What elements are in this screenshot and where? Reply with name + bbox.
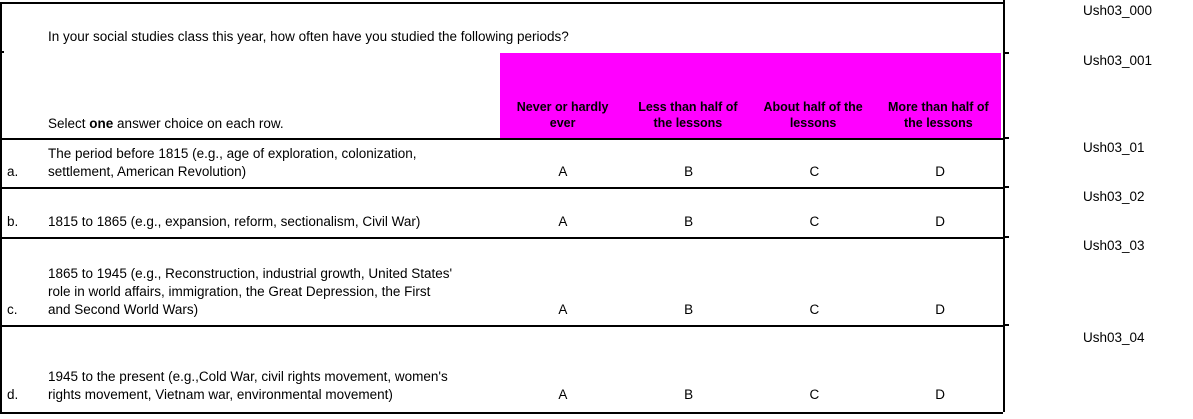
- answer-choice[interactable]: D: [935, 214, 945, 229]
- item-code: Ush03_04: [1083, 330, 1145, 345]
- column-header: Less than half of the lessons: [638, 100, 738, 130]
- answer-choice[interactable]: C: [809, 302, 820, 317]
- row-description: The period before 1815 (e.g., age of exp…: [48, 146, 417, 179]
- table-row: d. 1945 to the present (e.g.,Cold War, c…: [2, 325, 1003, 410]
- item-code: Ush03_02: [1083, 189, 1145, 204]
- row-label: d.: [7, 387, 19, 402]
- answer-choice[interactable]: A: [558, 387, 568, 402]
- row-description: 1865 to 1945 (e.g., Reconstruction, indu…: [48, 266, 453, 317]
- answer-choice[interactable]: D: [935, 164, 945, 179]
- instruction-text: Select one answer choice on each row.: [48, 116, 284, 131]
- row-description: 1815 to 1865 (e.g., expansion, reform, s…: [48, 214, 421, 229]
- column-header: More than half of the lessons: [888, 100, 989, 130]
- row-label: b.: [7, 214, 19, 229]
- row-label: c.: [7, 302, 18, 317]
- instruction-prefix: Select: [48, 116, 90, 131]
- question-prompt: In your social studies class this year, …: [48, 29, 569, 44]
- instruction-bold: one: [89, 116, 114, 131]
- gridline-tick: [1003, 236, 1009, 238]
- answer-choice[interactable]: A: [558, 214, 568, 229]
- panel-divider: [1003, 0, 1005, 412]
- table-row: a. The period before 1815 (e.g., age of …: [2, 138, 1003, 187]
- answer-choice[interactable]: D: [935, 302, 945, 317]
- gridline-tick: [1003, 137, 1009, 139]
- item-code: Ush03_001: [1083, 53, 1153, 68]
- item-code: Ush03_01: [1083, 140, 1145, 155]
- answer-choice[interactable]: D: [935, 387, 945, 402]
- gridline-tick: [1003, 186, 1009, 188]
- answer-choice[interactable]: C: [809, 214, 820, 229]
- row-label: a.: [7, 164, 19, 179]
- gridline-tick: [0, 51, 4, 53]
- answer-choice[interactable]: B: [684, 302, 694, 317]
- answer-choice[interactable]: A: [558, 164, 568, 179]
- column-header: Never or hardly ever: [516, 100, 609, 130]
- answer-options-header: Never or hardly ever Less than half of t…: [500, 53, 1001, 138]
- answer-choice[interactable]: C: [809, 164, 820, 179]
- table-row: b. 1815 to 1865 (e.g., expansion, reform…: [2, 187, 1003, 237]
- item-code-panel: Ush03_000 Ush03_001 Ush03_01 Ush03_02 Us…: [1005, 0, 1193, 419]
- instruction-suffix: answer choice on each row.: [113, 116, 284, 131]
- item-code: Ush03_03: [1083, 238, 1145, 253]
- gridline-tick: [1003, 324, 1009, 326]
- answer-choice[interactable]: B: [684, 164, 694, 179]
- column-header: About half of the lessons: [763, 100, 863, 130]
- item-code: Ush03_000: [1083, 3, 1153, 18]
- table-body: a. The period before 1815 (e.g., age of …: [2, 138, 1003, 410]
- answer-choice[interactable]: C: [809, 387, 820, 402]
- table-row: c. 1865 to 1945 (e.g., Reconstruction, i…: [2, 237, 1003, 325]
- answer-choice[interactable]: B: [684, 387, 694, 402]
- answer-choice[interactable]: B: [684, 214, 694, 229]
- gridline-tick: [1003, 52, 1009, 54]
- row-description: 1945 to the present (e.g.,Cold War, civi…: [48, 369, 448, 402]
- answer-choice[interactable]: A: [558, 302, 568, 317]
